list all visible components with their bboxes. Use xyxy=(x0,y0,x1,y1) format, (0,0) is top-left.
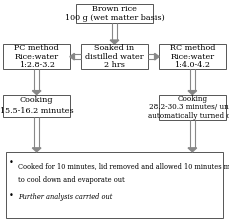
Text: •: • xyxy=(9,191,14,200)
Text: automatically turned off: automatically turned off xyxy=(148,112,229,120)
Text: •: • xyxy=(9,158,14,167)
Bar xyxy=(81,44,148,69)
Text: 2 hrs: 2 hrs xyxy=(104,61,125,69)
Text: Brown rice: Brown rice xyxy=(92,5,137,13)
Text: Rice:water: Rice:water xyxy=(15,53,59,61)
Polygon shape xyxy=(155,53,159,60)
Text: 1:2.8-3.2: 1:2.8-3.2 xyxy=(19,61,55,69)
Text: Cooking: Cooking xyxy=(177,95,207,103)
Text: to cool down and evaporate out: to cool down and evaporate out xyxy=(18,176,125,184)
Text: Rice:water: Rice:water xyxy=(170,53,214,61)
Text: Further analysis carried out: Further analysis carried out xyxy=(18,193,113,201)
Text: Cooked for 10 minutes, lid removed and allowed 10 minutes more: Cooked for 10 minutes, lid removed and a… xyxy=(18,162,229,170)
Bar xyxy=(159,44,226,69)
Text: RC method: RC method xyxy=(170,44,215,52)
Bar xyxy=(6,152,223,218)
Polygon shape xyxy=(70,53,74,60)
Polygon shape xyxy=(188,91,197,95)
Bar xyxy=(3,44,70,69)
Polygon shape xyxy=(32,91,41,95)
Text: 1:4.0-4.2: 1:4.0-4.2 xyxy=(174,61,210,69)
Text: 100 g (wet matter basis): 100 g (wet matter basis) xyxy=(65,15,164,22)
Text: 28.2-30.3 minutes/ until: 28.2-30.3 minutes/ until xyxy=(149,103,229,111)
Text: 15.5-16.2 minutes: 15.5-16.2 minutes xyxy=(0,107,74,115)
Bar xyxy=(3,95,70,117)
Text: PC method: PC method xyxy=(14,44,59,52)
Polygon shape xyxy=(110,40,119,44)
Text: distilled water: distilled water xyxy=(85,53,144,61)
Bar xyxy=(159,95,226,120)
Bar xyxy=(76,4,153,23)
Text: Soaked in: Soaked in xyxy=(94,44,135,52)
Polygon shape xyxy=(32,148,41,152)
Polygon shape xyxy=(188,148,197,152)
Text: Cooking: Cooking xyxy=(20,96,53,104)
